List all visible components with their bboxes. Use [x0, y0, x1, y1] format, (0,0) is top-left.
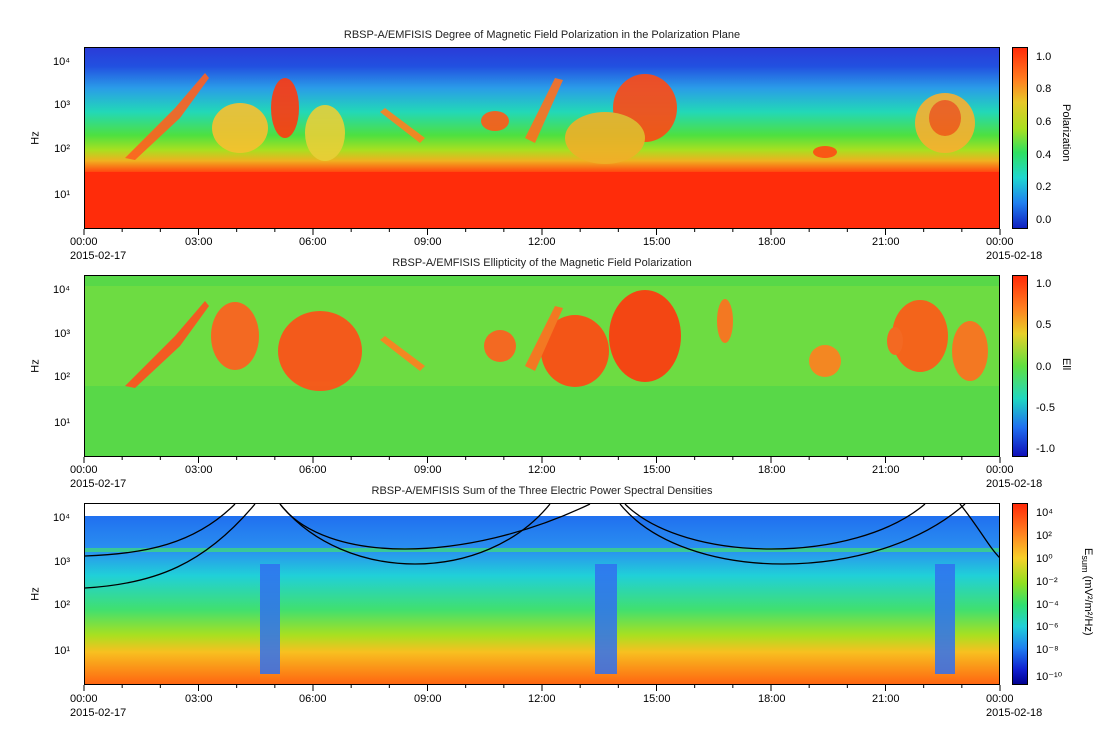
- cyclotron-curve-arc1: [279, 504, 591, 550]
- colorbar-tick: 10⁻⁶: [1036, 621, 1059, 633]
- colorbar: [1012, 275, 1028, 457]
- colorbar-tick: 0.0: [1036, 361, 1052, 373]
- x-date-end: 2015-02-18: [986, 478, 1043, 490]
- x-tick: 06:00: [299, 693, 327, 705]
- cyclotron-curve-right: [959, 504, 999, 558]
- colorbar-tick: 10⁻¹⁰: [1036, 671, 1063, 683]
- x-tick: 00:00: [70, 693, 98, 705]
- x-date-start: 2015-02-17: [70, 250, 127, 262]
- x-tick: 00:00: [70, 236, 98, 248]
- colorbar-tick: 10⁰: [1036, 553, 1053, 565]
- colorbar-tick: 0.2: [1036, 181, 1052, 193]
- x-tick: 09:00: [414, 236, 442, 248]
- x-tick: 00:00: [70, 464, 98, 476]
- x-tick: 00:00: [986, 464, 1014, 476]
- x-tick: 06:00: [299, 464, 327, 476]
- colorbar-tick: -1.0: [1036, 443, 1055, 455]
- x-tick: 03:00: [185, 693, 213, 705]
- x-tick: 18:00: [758, 236, 786, 248]
- x-tick: 18:00: [758, 464, 786, 476]
- colorbar-tick: 10⁻⁴: [1036, 599, 1059, 611]
- colorbar-tick: 1.0: [1036, 51, 1052, 63]
- x-date-start: 2015-02-17: [70, 707, 127, 719]
- y-tick: 10¹: [54, 645, 70, 657]
- y-tick: 10¹: [54, 417, 70, 429]
- x-tick: 12:00: [528, 693, 556, 705]
- x-date-end: 2015-02-18: [986, 250, 1043, 262]
- colorbar-tick: 1.0: [1036, 278, 1052, 290]
- x-tick: 09:00: [414, 693, 442, 705]
- cyclotron-curve-upper: [85, 504, 236, 557]
- panel-polarization: RBSP-A/EMFISIS Degree of Magnetic Field …: [0, 0, 1108, 262]
- colorbar: [1012, 503, 1028, 685]
- chart-title: RBSP-A/EMFISIS Degree of Magnetic Field …: [343, 29, 741, 41]
- cyclotron-curve-arc3: [624, 504, 926, 550]
- x-date-end: 2015-02-18: [986, 707, 1043, 719]
- x-tick: 03:00: [185, 236, 213, 248]
- y-tick: 10¹: [54, 189, 70, 201]
- y-tick: 10⁴: [53, 56, 70, 68]
- colorbar: [1012, 47, 1028, 229]
- colorbar-tick: 10²: [1036, 530, 1052, 542]
- colorbar-tick: -0.5: [1036, 402, 1055, 414]
- plot-area: [84, 503, 1000, 685]
- colorbar-tick: 0.6: [1036, 116, 1052, 128]
- x-tick: 00:00: [986, 693, 1014, 705]
- colorbar-tick: 10⁴: [1036, 507, 1053, 519]
- x-tick: 03:00: [185, 464, 213, 476]
- y-tick: 10³: [54, 99, 70, 111]
- colorbar-tick: 0.0: [1036, 214, 1052, 226]
- x-tick: 21:00: [872, 693, 900, 705]
- colorbar-tick: 10⁻⁸: [1036, 644, 1059, 656]
- x-tick: 00:00: [986, 236, 1014, 248]
- colorbar-tick: 0.4: [1036, 149, 1052, 161]
- panel-ellipticity: RBSP-A/EMFISIS Ellipticity of the Magnet…: [0, 0, 1108, 490]
- x-tick: 15:00: [643, 464, 671, 476]
- x-date-start: 2015-02-17: [70, 478, 127, 490]
- x-tick: 06:00: [299, 236, 327, 248]
- chart-title: RBSP-A/EMFISIS Sum of the Three Electric…: [371, 485, 713, 497]
- y-tick: 10²: [54, 599, 70, 611]
- x-tick: 21:00: [872, 236, 900, 248]
- spectrogram: [85, 504, 999, 684]
- colorbar-tick: 0.8: [1036, 83, 1052, 95]
- x-tick: 15:00: [643, 693, 671, 705]
- x-tick: 09:00: [414, 464, 442, 476]
- y-tick: 10³: [54, 328, 70, 340]
- x-tick: 15:00: [643, 236, 671, 248]
- chart-title: RBSP-A/EMFISIS Ellipticity of the Magnet…: [392, 257, 692, 269]
- x-tick: 21:00: [872, 464, 900, 476]
- panel-electric-psd: RBSP-A/EMFISIS Sum of the Three Electric…: [0, 0, 1108, 719]
- x-tick: 12:00: [528, 236, 556, 248]
- colorbar-tick: 10⁻²: [1036, 576, 1058, 588]
- y-tick: 10²: [54, 371, 70, 383]
- spectrogram: [85, 48, 999, 228]
- plot-area: [84, 275, 1000, 457]
- plot-area: [84, 47, 1000, 229]
- x-tick: 18:00: [758, 693, 786, 705]
- colorbar-tick: 0.5: [1036, 319, 1052, 331]
- x-tick: 12:00: [528, 464, 556, 476]
- cyclotron-curve-arc4: [619, 504, 966, 565]
- cyclotron-curve-arc2: [279, 504, 551, 565]
- y-tick: 10⁴: [53, 284, 70, 296]
- y-tick: 10²: [54, 143, 70, 155]
- y-tick: 10⁴: [53, 512, 70, 524]
- cyclotron-curve-lower: [85, 504, 256, 589]
- y-tick: 10³: [54, 556, 70, 568]
- spectrogram: [85, 276, 999, 456]
